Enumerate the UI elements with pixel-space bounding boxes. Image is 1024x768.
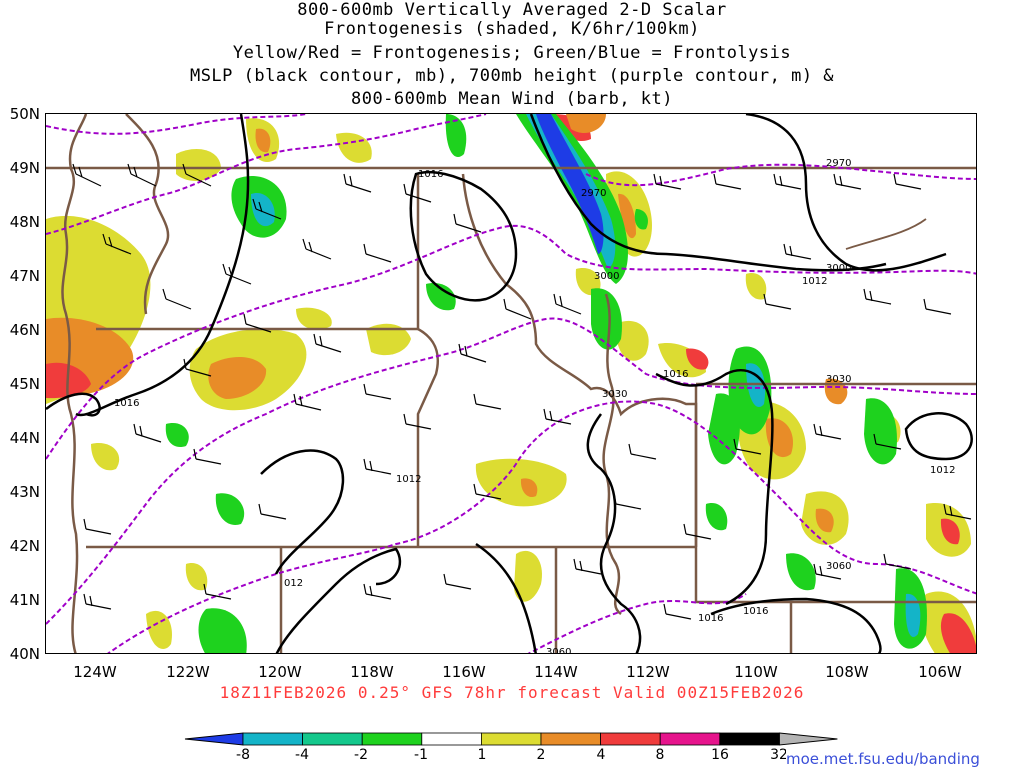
colorbar-label: 4: [596, 747, 606, 763]
title-line-5: 800-600mb Mean Wind (barb, kt): [350, 89, 674, 109]
height-label: 3000: [594, 271, 619, 282]
lat-label: 44N: [9, 429, 40, 447]
title-line-1: 800-600mb Vertically Averaged 2-D Scalar: [297, 0, 727, 20]
height-label: 3000: [826, 263, 851, 274]
mslp-label: 1012: [396, 474, 421, 485]
colorbar-cell: [719, 732, 780, 746]
colorbar-arrow-right: [778, 732, 838, 746]
colorbar-label: -8: [236, 747, 250, 763]
lat-label: 45N: [9, 375, 40, 393]
colorbar-label: -4: [295, 747, 309, 763]
colorbar-label: 8: [655, 747, 665, 763]
colorbar-cells: [184, 732, 838, 746]
lon-label: 124W: [73, 663, 117, 681]
colorbar-cell: [421, 732, 482, 746]
lat-label: 41N: [9, 591, 40, 609]
lat-label: 40N: [9, 645, 40, 663]
mslp-label: 1016: [663, 369, 688, 380]
title-line-4: MSLP (black contour, mb), 700mb height (…: [189, 66, 835, 86]
lon-label: 106W: [918, 663, 962, 681]
lon-label: 110W: [734, 663, 778, 681]
mslp-label: 1012: [802, 276, 827, 287]
colorbar-label: 2: [536, 747, 546, 763]
colorbar-label: -1: [414, 747, 428, 763]
height-label: 3060: [826, 561, 851, 572]
height-label: 2970: [826, 158, 851, 169]
height-label: 2970: [581, 188, 606, 199]
political-borders: [46, 114, 976, 653]
colorbar-label: 16: [711, 747, 729, 763]
mslp-label: 1012: [930, 465, 955, 476]
colorbar-cell: [242, 732, 303, 746]
colorbar-cell: [302, 732, 363, 746]
lat-label: 47N: [9, 267, 40, 285]
height-contours: [46, 114, 976, 653]
lon-label: 114W: [534, 663, 578, 681]
colorbar-cell: [361, 732, 423, 746]
forecast-valid-line: 18Z11FEB2026 0.25° GFS 78hr forecast Val…: [219, 683, 805, 702]
map-panel: 1016 1016 1016 1016 1016 1016 1012 1012 …: [45, 113, 977, 654]
lon-label: 120W: [258, 663, 302, 681]
lon-label: 112W: [626, 663, 670, 681]
height-label: 3030: [602, 389, 627, 400]
colorbar-cell: [659, 732, 721, 746]
mslp-contours: [46, 114, 973, 653]
lat-label: 42N: [9, 537, 40, 555]
wind-barbs: [72, 163, 972, 620]
site-url-link[interactable]: moe.met.fsu.edu/banding: [786, 750, 980, 768]
lat-label: 43N: [9, 483, 40, 501]
lat-label: 48N: [9, 213, 40, 231]
lon-label: 116W: [442, 663, 486, 681]
mslp-label: 1016: [698, 613, 723, 624]
lat-label: 46N: [9, 321, 40, 339]
contour-labels: 1016 1016 1016 1016 1016 1016 1012 1012 …: [114, 158, 955, 654]
mslp-label: 1016: [743, 606, 768, 617]
title-line-3: Yellow/Red = Frontogenesis; Green/Blue =…: [232, 43, 792, 63]
lon-label: 108W: [825, 663, 869, 681]
height-label: 3030: [826, 374, 851, 385]
mslp-label: 1016: [114, 398, 139, 409]
lat-label: 50N: [9, 105, 40, 123]
colorbar-label: 32: [770, 747, 788, 763]
title-line-2: Frontogenesis (shaded, K/6hr/100km): [324, 19, 700, 39]
lon-label: 122W: [166, 663, 210, 681]
colorbar-arrow-left: [184, 732, 244, 746]
lat-label: 49N: [9, 159, 40, 177]
mslp-label: 1016: [418, 169, 443, 180]
colorbar-cell: [480, 732, 542, 746]
colorbar-cell: [600, 732, 661, 746]
colorbar-label: 1: [477, 747, 487, 763]
colorbar-cell: [540, 732, 601, 746]
lon-label: 118W: [350, 663, 394, 681]
colorbar-label: -2: [354, 747, 368, 763]
height-label: 3060: [546, 647, 571, 654]
colorbar-scale: [184, 732, 838, 746]
frontogenesis-map: 1016 1016 1016 1016 1016 1016 1012 1012 …: [46, 114, 976, 654]
mslp-label: 012: [284, 578, 303, 589]
